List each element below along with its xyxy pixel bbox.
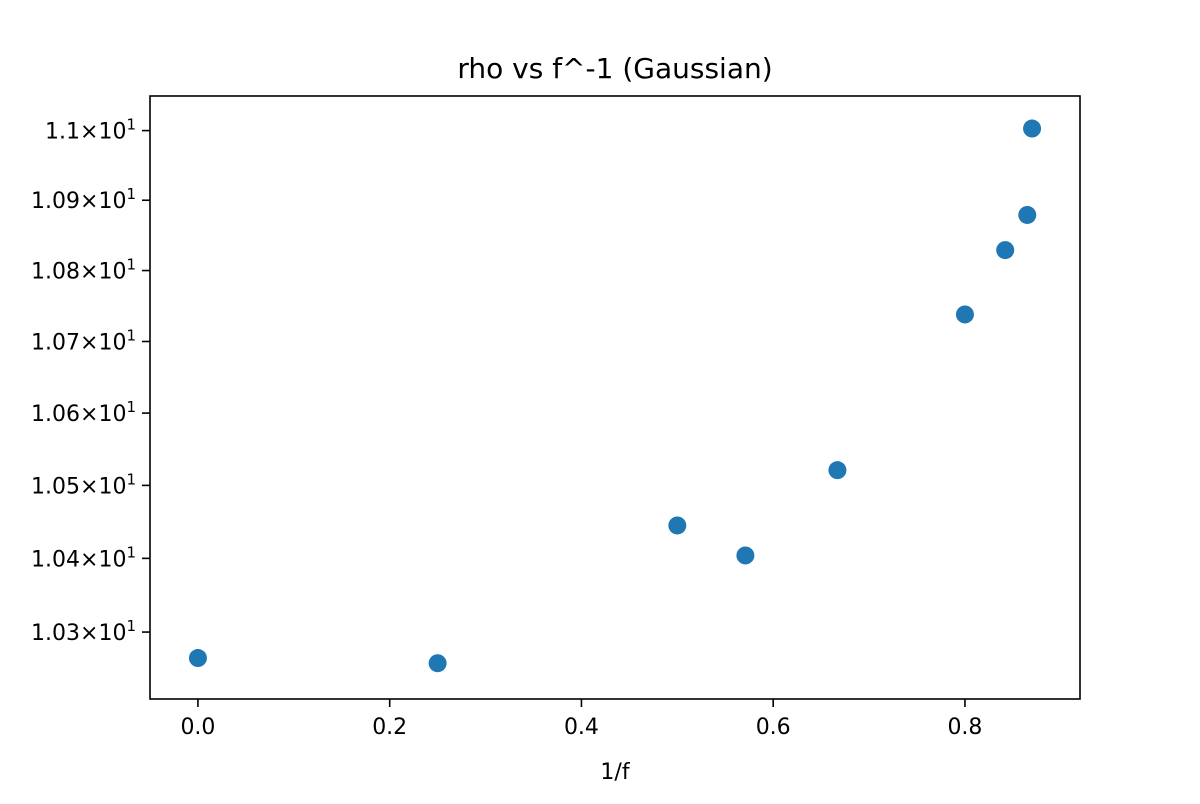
chart-title: rho vs f^-1 (Gaussian) <box>457 52 772 85</box>
x-tick-label: 0.0 <box>180 715 215 740</box>
x-tick-label: 0.6 <box>756 715 791 740</box>
data-point <box>668 516 687 535</box>
y-tick-label: 1.1×101 <box>45 116 136 145</box>
x-axis-label: 1/f <box>600 760 630 785</box>
data-point <box>188 649 207 668</box>
x-tick-label: 0.4 <box>564 715 599 740</box>
y-tick-label: 1.08×101 <box>31 256 136 285</box>
y-tick-label: 1.03×101 <box>31 617 136 646</box>
y-tick-label: 1.09×101 <box>31 185 136 214</box>
data-point <box>428 654 447 673</box>
x-tick-label: 0.2 <box>372 715 407 740</box>
data-point <box>996 241 1015 260</box>
y-tick-label: 1.05×101 <box>31 470 136 499</box>
data-point <box>955 305 974 324</box>
y-tick-label: 1.07×101 <box>31 326 136 355</box>
y-tick-label: 1.06×101 <box>31 398 136 427</box>
data-point <box>736 546 755 565</box>
x-axis: 0.0 0.2 0.4 0.6 0.8 <box>180 699 982 740</box>
data-point <box>828 461 847 480</box>
y-tick-label: 1.04×101 <box>31 543 136 572</box>
data-point <box>1018 205 1037 224</box>
y-axis: 1.03×101 1.04×101 1.05×101 1.06×101 1.07×101… <box>31 116 150 646</box>
x-tick-label: 0.8 <box>947 715 982 740</box>
plot-frame <box>149 95 1081 700</box>
points-layer <box>188 119 1042 673</box>
data-point <box>1023 119 1042 138</box>
